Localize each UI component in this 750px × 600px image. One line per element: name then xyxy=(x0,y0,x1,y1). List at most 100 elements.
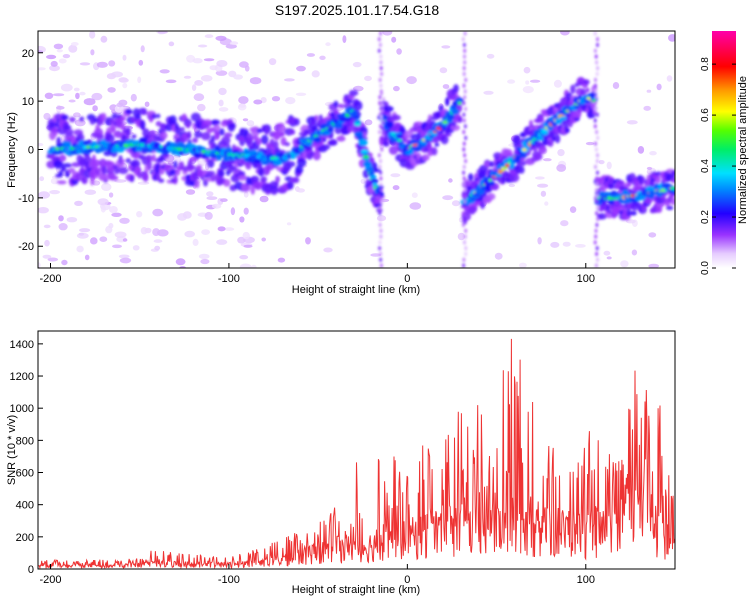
heatmap-ridge-cell xyxy=(308,122,319,127)
colorbar: 0.0 0.2 0.4 0.6 0.8 Normalized spectral ampl… xyxy=(700,31,749,275)
heatmap-ridge-cell xyxy=(239,171,246,176)
heatmap-noise-cell xyxy=(165,79,177,84)
heatmap-noise-cell xyxy=(137,181,150,185)
heatmap-noise-cell xyxy=(286,222,292,226)
heatmap-ridge-cell xyxy=(206,170,216,176)
heatmap-streak-cell xyxy=(379,31,383,36)
heatmap-noise-cell xyxy=(42,254,52,259)
heatmap-ridge-cell xyxy=(88,159,93,169)
heatmap-noise-cell xyxy=(637,146,645,154)
heatmap-noise-cell xyxy=(218,107,229,112)
heatmap-ridge-cell xyxy=(630,211,637,216)
heatmap-streak-cell xyxy=(593,77,598,83)
heatmap-noise-cell xyxy=(201,229,211,236)
heatmap-ridge-cell xyxy=(121,134,127,141)
heatmap-ridge-cell xyxy=(421,154,430,161)
heatmap-streak-cell xyxy=(595,176,599,181)
heatmap-ridge-cell xyxy=(640,176,646,184)
heatmap-noise-cell xyxy=(136,211,143,218)
heatmap-ridge-cell xyxy=(141,108,147,116)
heatmap-ridge-cell xyxy=(369,175,377,179)
heatmap-ridge-cell xyxy=(574,104,581,110)
heatmap-streak-cell xyxy=(462,164,466,170)
heatmap-ridge-cell xyxy=(145,154,153,162)
heatmap-noise-cell xyxy=(243,207,249,215)
heatmap-noise-cell xyxy=(668,34,675,42)
snr-y-tick-label: 600 xyxy=(16,468,34,480)
heatmap-streak-cell xyxy=(462,100,466,106)
heatmap-ridge-cell xyxy=(137,171,142,179)
heatmap-streak-cell xyxy=(462,147,466,152)
heatmap-streak-cell xyxy=(464,251,468,257)
colorbar-label: Normalized spectral amplitude xyxy=(737,76,749,224)
heatmap-noise-cell xyxy=(442,195,454,201)
heatmap-noise-cell xyxy=(90,49,95,56)
heatmap-noise-cell xyxy=(185,189,196,195)
heatmap-ridge-cell xyxy=(143,172,149,183)
heatmap-streak-cell xyxy=(378,164,382,170)
heatmap-noise-cell xyxy=(38,142,44,147)
heatmap-ridge-cell xyxy=(80,166,85,177)
heatmap-ridge-cell xyxy=(186,123,191,129)
heatmap-noise-cell xyxy=(562,241,571,247)
heatmap-ridge-cell xyxy=(412,143,418,147)
heatmap-streak-cell xyxy=(378,240,382,245)
heatmap-noise-cell xyxy=(382,31,393,36)
heatmap-ridge-cell xyxy=(333,100,339,107)
heatmap-noise-cell xyxy=(184,230,195,238)
heatmap-ridge-cell xyxy=(155,163,161,174)
heatmap-ridge-cell xyxy=(533,146,538,153)
heatmap-ridge-cell xyxy=(139,119,146,130)
heatmap-noise-cell xyxy=(90,237,98,245)
heatmap-ridge-cell xyxy=(139,143,145,147)
heatmap-noise-cell xyxy=(105,225,113,234)
heatmap-noise-cell xyxy=(253,99,263,105)
heatmap-streak-cell xyxy=(379,54,383,59)
heatmap-streak-cell xyxy=(462,176,466,181)
heatmap-streak-cell xyxy=(463,193,468,199)
heatmap-ridge-cell xyxy=(120,159,125,164)
heatmap-ridge-cell xyxy=(538,115,544,123)
heatmap-ridge-cell xyxy=(223,179,231,187)
heatmap-ridge-cell xyxy=(670,197,675,206)
heatmap-ridge-cell xyxy=(155,174,161,181)
heatmap-ridge-cell xyxy=(533,153,543,161)
heatmap-noise-cell xyxy=(631,249,638,256)
heatmap-streak-cell xyxy=(463,205,468,210)
heatmap-streak-cell xyxy=(463,199,467,204)
heatmap-noise-cell xyxy=(84,189,97,195)
heatmap-streak-cell xyxy=(596,66,600,71)
snr-series-line xyxy=(38,338,675,569)
heatmap-x-ticks: -200 -100 0 100 xyxy=(39,263,595,285)
heatmap-ridge-cell xyxy=(294,118,300,126)
snr-x-tick-label: 100 xyxy=(577,574,595,586)
heatmap-noise-cell xyxy=(251,264,257,268)
heatmap-streak-cell xyxy=(594,147,599,152)
heatmap-noise-cell xyxy=(197,44,208,48)
heatmap-ridge-cell xyxy=(362,155,370,159)
heatmap-noise-cell xyxy=(352,61,362,68)
heatmap-ridge-cell xyxy=(60,166,66,172)
heatmap-ridge-cell xyxy=(260,176,268,183)
heatmap-ridge-cell xyxy=(509,173,520,183)
heatmap-streak-cell xyxy=(593,100,598,106)
heatmap-ridge-cell xyxy=(194,130,203,138)
heatmap-ridge-cell xyxy=(457,116,463,123)
heatmap-noise-cell xyxy=(44,92,54,100)
heatmap-streak-cell xyxy=(377,153,381,158)
heatmap-streak-cell xyxy=(595,37,600,42)
heatmap-streak-cell xyxy=(462,141,466,146)
heatmap-streak-cell xyxy=(380,187,384,193)
heatmap-ridge-cell xyxy=(169,115,177,126)
heatmap-ridge-cell xyxy=(312,151,321,161)
heatmap-noise-cell xyxy=(216,60,228,67)
heatmap-noise-cell xyxy=(130,93,137,102)
heatmap-noise-cell xyxy=(56,105,65,110)
heatmap-ridge-cell xyxy=(582,79,590,85)
heatmap-noise-cell xyxy=(249,77,262,85)
heatmap-streak-cell xyxy=(462,257,466,262)
heatmap-noise-cell xyxy=(99,236,108,242)
heatmap-noise-cell xyxy=(38,67,46,71)
heatmap-noise-cell xyxy=(342,35,347,43)
heatmap-ridge-cell xyxy=(178,161,185,170)
